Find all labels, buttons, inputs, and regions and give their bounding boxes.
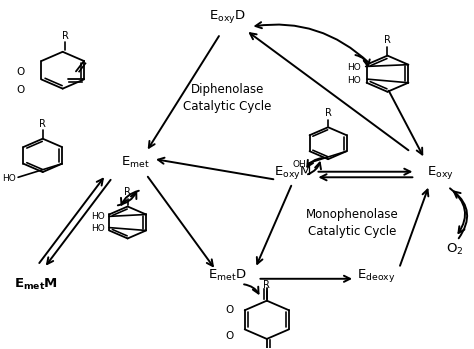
Text: $\mathrm{E_{met}}$: $\mathrm{E_{met}}$ <box>121 155 150 170</box>
Text: $\mathrm{E_{deoxy}}$: $\mathrm{E_{deoxy}}$ <box>356 267 395 284</box>
Text: R: R <box>39 119 46 129</box>
Text: HO: HO <box>347 76 361 85</box>
Text: O: O <box>226 305 234 315</box>
Text: R: R <box>384 35 391 45</box>
Text: R: R <box>264 280 270 290</box>
Text: $\mathrm{E_{oxy}}$: $\mathrm{E_{oxy}}$ <box>428 164 454 181</box>
Text: Monophenolase
Catalytic Cycle: Monophenolase Catalytic Cycle <box>306 208 399 238</box>
Text: HO: HO <box>347 63 361 72</box>
Text: R: R <box>325 108 331 118</box>
Text: Diphenolase
Catalytic Cycle: Diphenolase Catalytic Cycle <box>183 83 272 113</box>
Text: HO: HO <box>2 174 16 183</box>
Text: OH: OH <box>292 160 306 169</box>
Text: $\mathrm{E_{met}D}$: $\mathrm{E_{met}D}$ <box>208 268 246 283</box>
Text: $\mathrm{O_2}$: $\mathrm{O_2}$ <box>446 242 464 257</box>
Text: O: O <box>226 331 234 341</box>
Text: $\mathrm{E_{oxy}D}$: $\mathrm{E_{oxy}D}$ <box>209 8 246 25</box>
Text: HO: HO <box>91 224 105 233</box>
Text: R: R <box>62 31 68 41</box>
Text: O: O <box>16 67 25 77</box>
Text: R: R <box>124 187 131 198</box>
Text: $\mathbf{E_{met}M}$: $\mathbf{E_{met}M}$ <box>14 276 58 291</box>
Text: $\mathrm{E_{oxy}M}$: $\mathrm{E_{oxy}M}$ <box>273 164 311 181</box>
Text: HO: HO <box>91 213 105 221</box>
Text: O: O <box>16 86 25 95</box>
